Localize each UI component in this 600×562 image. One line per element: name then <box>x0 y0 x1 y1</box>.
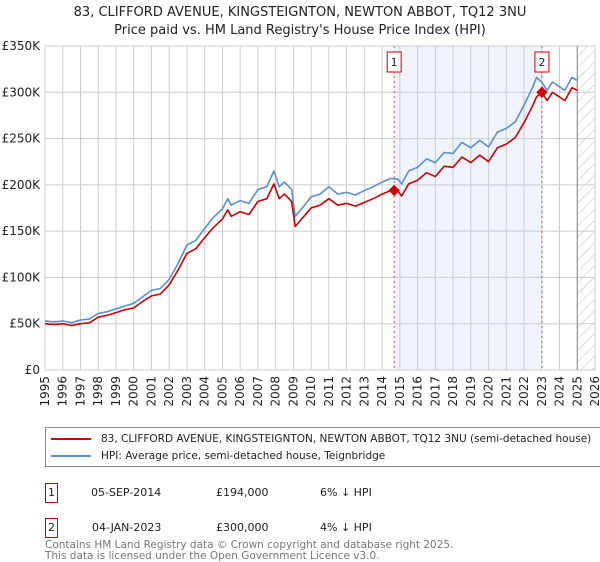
x-tick-label: 2006 <box>233 376 247 407</box>
y-tick-label: £200K <box>2 178 42 192</box>
x-tick-label: 1995 <box>38 376 52 407</box>
x-tick-label: 2003 <box>180 376 194 407</box>
x-tick-label: 2008 <box>269 376 283 407</box>
y-tick-label: £350K <box>2 39 42 53</box>
transaction-delta: 6% ↓ HPI <box>320 486 372 499</box>
y-tick-label: £300K <box>2 85 42 99</box>
y-tick-label: £100K <box>2 270 42 284</box>
x-tick-label: 2024 <box>553 376 567 407</box>
legend-item-property: 83, CLIFFORD AVENUE, KINGSTEIGNTON, NEWT… <box>51 433 591 445</box>
legend-item-hpi: HPI: Average price, semi-detached house,… <box>51 450 385 462</box>
x-tick-label: 2022 <box>517 376 531 407</box>
hpi-series-line <box>44 76 578 324</box>
x-tick-label: 2015 <box>393 376 407 407</box>
forecast-hatch <box>577 46 595 370</box>
sale-label-box <box>386 51 402 73</box>
transaction-delta: 4% ↓ HPI <box>320 521 372 534</box>
x-tick-label: 2020 <box>482 376 496 407</box>
x-tick-label: 2014 <box>375 376 389 407</box>
legend-label-property: 83, CLIFFORD AVENUE, KINGSTEIGNTON, NEWT… <box>101 433 592 445</box>
sale-label: 2 <box>538 56 545 69</box>
footer-copyright: Contains HM Land Registry data © Crown c… <box>45 539 454 551</box>
sale-point <box>388 184 400 197</box>
transaction-date: 04-JAN-2023 <box>92 521 162 534</box>
transaction-price: £194,000 <box>216 486 269 499</box>
transaction-date: 05-SEP-2014 <box>91 486 162 499</box>
property-series-line <box>44 86 578 327</box>
y-tick-label: £250K <box>2 132 42 146</box>
x-tick-label: 2021 <box>499 376 513 407</box>
x-tick-label: 1999 <box>109 376 123 407</box>
chart-legend: 83, CLIFFORD AVENUE, KINGSTEIGNTON, NEWT… <box>45 427 600 467</box>
transaction-row: 1 05-SEP-2014 £194,000 6% ↓ HPI <box>45 483 585 507</box>
legend-label-hpi: HPI: Average price, semi-detached house,… <box>101 450 386 462</box>
x-tick-label: 2007 <box>251 376 265 407</box>
y-tick-label: £0 <box>25 363 40 377</box>
x-tick-label: 2010 <box>304 376 318 407</box>
transaction-price: £300,000 <box>216 521 269 534</box>
x-tick-label: 2013 <box>357 376 371 407</box>
footer: Contains HM Land Registry data © Crown c… <box>45 540 453 562</box>
x-tick-label: 1996 <box>56 376 70 407</box>
x-tick-label: 2019 <box>464 376 478 407</box>
sale-label: 1 <box>391 56 398 69</box>
x-tick-label: 2017 <box>428 376 442 407</box>
x-tick-label: 1998 <box>91 376 105 407</box>
legend-swatch-red <box>51 438 91 440</box>
footer-licence: This data is licensed under the Open Gov… <box>45 550 380 562</box>
x-tick-label: 2026 <box>588 376 600 407</box>
chart-title: 83, CLIFFORD AVENUE, KINGSTEIGNTON, NEWT… <box>73 5 527 20</box>
x-tick-label: 2012 <box>340 376 354 407</box>
x-tick-label: 2011 <box>322 376 336 407</box>
sale-label-box <box>534 51 550 73</box>
x-tick-label: 2009 <box>286 376 300 407</box>
x-tick-label: 2002 <box>162 376 176 407</box>
x-tick-label: 1997 <box>73 376 87 407</box>
x-tick-label: 2000 <box>127 376 141 407</box>
x-tick-label: 2004 <box>198 376 212 407</box>
chart-subtitle: Price paid vs. HM Land Registry's House … <box>114 23 486 38</box>
shaded-period <box>394 46 542 370</box>
x-tick-label: 2023 <box>535 376 549 407</box>
legend-swatch-blue <box>51 455 91 457</box>
x-tick-label: 2025 <box>570 376 584 407</box>
transaction-marker: 1 <box>45 483 58 503</box>
y-tick-label: £50K <box>9 317 41 331</box>
transaction-marker: 2 <box>45 518 58 538</box>
x-tick-label: 2005 <box>215 376 229 407</box>
x-tick-label: 2016 <box>411 376 425 407</box>
x-tick-label: 2018 <box>446 376 460 407</box>
transaction-row: 2 04-JAN-2023 £300,000 4% ↓ HPI <box>45 518 585 542</box>
y-tick-label: £150K <box>2 224 42 238</box>
x-tick-label: 2001 <box>144 376 158 407</box>
price-chart: 1995 1996 1997 1998 1999 2000 2001 2002 2003 2004… <box>2 39 600 407</box>
